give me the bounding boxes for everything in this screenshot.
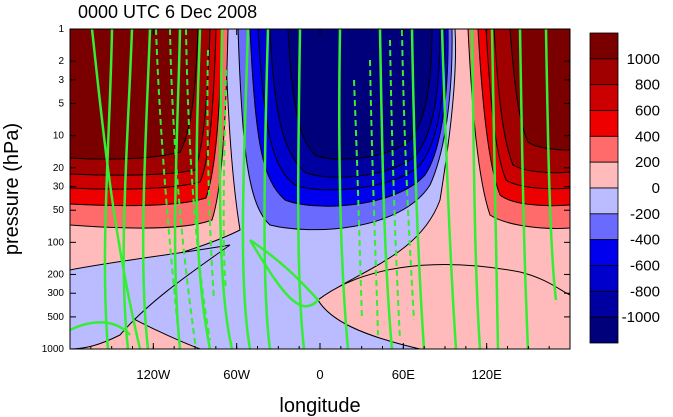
y-tick-label: 200 xyxy=(47,269,64,280)
contour-line xyxy=(470,29,482,349)
contour-line-dashed xyxy=(389,39,401,341)
colorbar-label: 1000 xyxy=(627,51,660,68)
y-axis-label: pressure (hPa) xyxy=(1,123,23,255)
colorbar-label: -400 xyxy=(630,232,660,249)
colorbar-swatch xyxy=(589,32,619,60)
contour-line-dashed xyxy=(369,59,379,336)
y-tick-label: 100 xyxy=(47,237,64,248)
contour-line xyxy=(141,29,152,349)
y-tick-label: 5 xyxy=(58,99,64,110)
y-tick-label: 50 xyxy=(53,205,65,216)
y-tick-label: 1 xyxy=(58,24,64,35)
y-tick-label: 500 xyxy=(47,312,64,323)
positive-lobe-bottom xyxy=(317,264,570,349)
line-contours-negative xyxy=(155,29,415,349)
colorbar-label: 400 xyxy=(635,128,660,145)
colorbar-swatch xyxy=(589,316,619,344)
x-tick-label: 60E xyxy=(392,367,415,382)
colorbar-swatch xyxy=(589,161,619,189)
contour-line xyxy=(378,29,394,349)
colorbar-label: -200 xyxy=(630,206,660,223)
contour-line xyxy=(296,29,306,349)
y-tick-label: 3 xyxy=(58,75,64,86)
y-tick-label: 30 xyxy=(53,182,65,193)
contour-line xyxy=(241,29,252,349)
y-tick-label: 300 xyxy=(47,288,64,299)
contour-line-dashed xyxy=(155,29,181,349)
line-contours xyxy=(70,29,558,349)
contour-line xyxy=(122,29,134,349)
colorbar-swatch xyxy=(589,265,619,292)
x-axis-label: longitude xyxy=(279,395,360,417)
x-tick-label: 120W xyxy=(136,367,171,382)
contour-line-dashed xyxy=(206,49,215,301)
colorbar-swatch xyxy=(589,110,619,137)
contour-line xyxy=(410,29,426,349)
colorbar: 1000 800 600 400 200 0 -200 -400 -600 -800 -1000 xyxy=(589,32,660,344)
y-tick-label: 2 xyxy=(58,56,64,67)
contour-line-dashed xyxy=(185,29,211,341)
contour-line xyxy=(490,29,500,349)
x-tick-label: 60W xyxy=(223,367,250,382)
positive-right-core xyxy=(509,29,570,151)
y-tick-label: 10 xyxy=(53,131,65,142)
chart-title: 0000 UTC 6 Dec 2008 xyxy=(78,2,257,22)
y-tick-label: 1000 xyxy=(42,344,65,355)
colorbar-label: 600 xyxy=(635,103,660,120)
colorbar-label: 800 xyxy=(635,77,660,94)
colorbar-swatch xyxy=(589,290,619,318)
y-tick-label: 20 xyxy=(53,163,65,174)
x-axis: 120W 60W 0 60E 120E xyxy=(90,29,550,382)
contour-line xyxy=(70,321,131,336)
contour-line xyxy=(263,29,272,349)
contour-line-dashed xyxy=(401,29,415,321)
colorbar-swatch xyxy=(589,213,619,241)
colorbar-label: -600 xyxy=(630,258,660,275)
negative-core xyxy=(287,29,433,160)
contour-line-dashed xyxy=(353,79,363,321)
colorbar-label: 0 xyxy=(652,180,660,197)
contour-line xyxy=(518,29,530,349)
x-tick-label: 120E xyxy=(471,367,502,382)
contour-line xyxy=(218,29,234,349)
contour-line xyxy=(440,29,458,349)
contour-line xyxy=(103,29,114,349)
x-tick-label: 0 xyxy=(316,367,323,382)
contour-line xyxy=(544,29,558,301)
colorbar-swatch xyxy=(589,58,619,86)
colorbar-label: -1000 xyxy=(622,309,660,326)
colorbar-label: -800 xyxy=(630,283,660,300)
contour-line-dashed xyxy=(169,29,197,349)
contour-line xyxy=(248,238,320,308)
colorbar-swatch xyxy=(589,135,619,163)
colorbar-swatch xyxy=(589,239,619,266)
contour-line xyxy=(90,29,142,349)
contour-line xyxy=(195,29,212,349)
contour-line-dashed xyxy=(222,69,227,291)
colorbar-label: 200 xyxy=(635,154,660,171)
y-axis: 1 2 3 5 10 20 30 50 100 200 300 500 1000 xyxy=(42,24,570,355)
colorbar-swatch xyxy=(589,187,619,215)
colorbar-swatch xyxy=(589,84,619,111)
contour-line xyxy=(338,29,350,349)
